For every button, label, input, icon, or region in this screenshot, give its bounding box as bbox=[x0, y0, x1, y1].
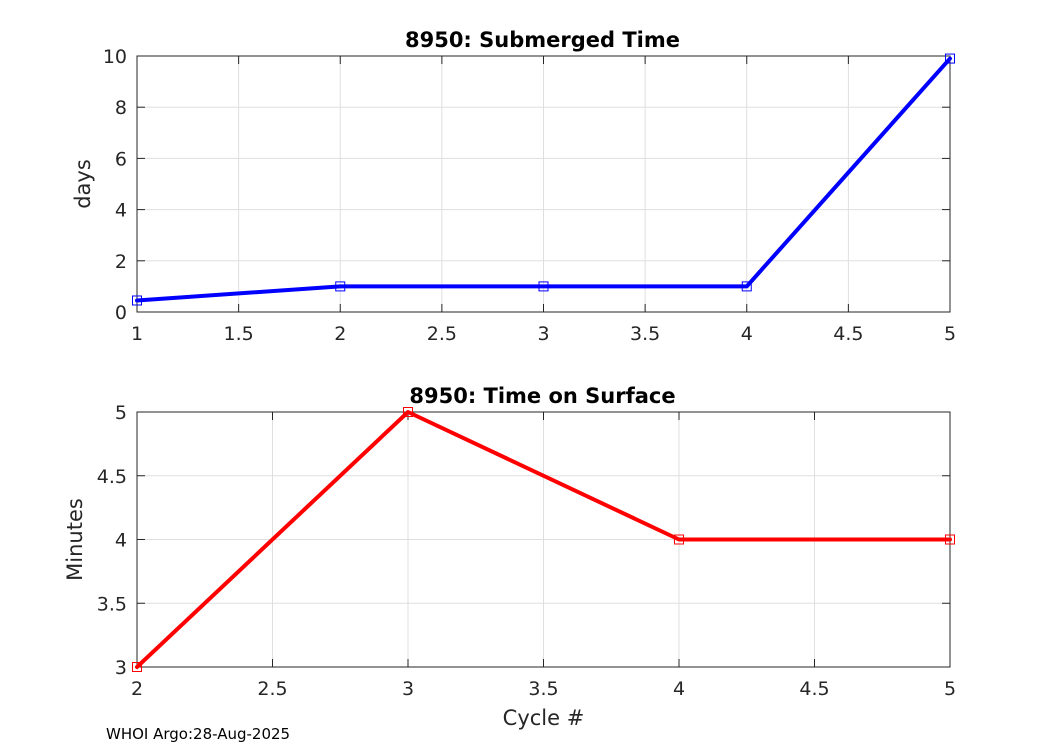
chart1-x-tick-label: 4.5 bbox=[833, 323, 863, 345]
chart2-x-tick-label: 4 bbox=[673, 678, 685, 700]
chart2-x-tick-label: 3.5 bbox=[528, 678, 558, 700]
chart2-y-tick-label: 3 bbox=[115, 657, 127, 679]
chart1-x-tick-label: 3.5 bbox=[630, 323, 660, 345]
chart1-x-tick-label: 5 bbox=[944, 323, 956, 345]
chart1-title: 8950: Submerged Time bbox=[405, 28, 680, 52]
chart1-x-tick-label: 1.5 bbox=[224, 323, 254, 345]
footer-credit: WHOI Argo:28-Aug-2025 bbox=[106, 725, 291, 743]
chart2-x-tick-label: 4.5 bbox=[799, 678, 829, 700]
chart1-data-point bbox=[335, 281, 346, 292]
chart2-x-axis-label: Cycle # bbox=[503, 706, 585, 730]
chart1-y-axis-label: days bbox=[71, 159, 95, 209]
chart2-data-point bbox=[945, 534, 955, 545]
chart1-data-point bbox=[741, 281, 752, 292]
chart2-series-line bbox=[135, 410, 952, 669]
chart2-y-tick-label: 4.5 bbox=[97, 466, 127, 488]
chart1-x-tick-label: 2.5 bbox=[427, 323, 457, 345]
chart2-y-tick-label: 5 bbox=[115, 402, 127, 424]
chart1-x-tick-label: 3 bbox=[537, 323, 549, 345]
chart2-y-axis-label: Minutes bbox=[63, 498, 87, 581]
chart1-data-point bbox=[945, 53, 955, 64]
chart2-x-tick-label: 3 bbox=[402, 678, 414, 700]
chart1-y-tick-label: 10 bbox=[103, 46, 127, 68]
chart1-x-tick-label: 4 bbox=[741, 323, 753, 345]
chart1-x-tick-label: 1 bbox=[131, 323, 143, 345]
chart2-x-tick-label: 5 bbox=[944, 678, 956, 700]
chart1-y-tick-label: 6 bbox=[115, 148, 127, 170]
chart1-x-tick-label: 2 bbox=[334, 323, 346, 345]
chart1-y-tick-label: 0 bbox=[115, 302, 127, 324]
chart2-data-point bbox=[132, 662, 142, 672]
chart1-y-tick-label: 2 bbox=[115, 251, 127, 273]
chart1-data-point bbox=[132, 295, 142, 306]
chart1-series-line bbox=[135, 56, 952, 303]
chart2: 2 2.5 3 3.5 4 4.5 5 3 3.5 4 4.5 5 8950: Time on Surf… bbox=[63, 384, 956, 730]
chart2-title: 8950: Time on Surface bbox=[409, 384, 675, 408]
chart2-x-tick-label: 2 bbox=[131, 678, 143, 700]
chart1: 1 1.5 2 2.5 3 3.5 4 4.5 5 0 2 4 6 8 10 8950: Submerged … bbox=[71, 28, 956, 345]
chart1-y-tick-label: 8 bbox=[115, 97, 127, 119]
chart2-x-tick-label: 2.5 bbox=[257, 678, 287, 700]
chart1-y-tick-label: 4 bbox=[115, 200, 127, 222]
chart2-data-point bbox=[674, 534, 684, 545]
chart2-data-point bbox=[403, 407, 413, 417]
chart2-y-tick-label: 4 bbox=[115, 530, 127, 552]
chart2-y-tick-label: 3.5 bbox=[97, 593, 127, 615]
chart1-data-point bbox=[538, 281, 549, 292]
